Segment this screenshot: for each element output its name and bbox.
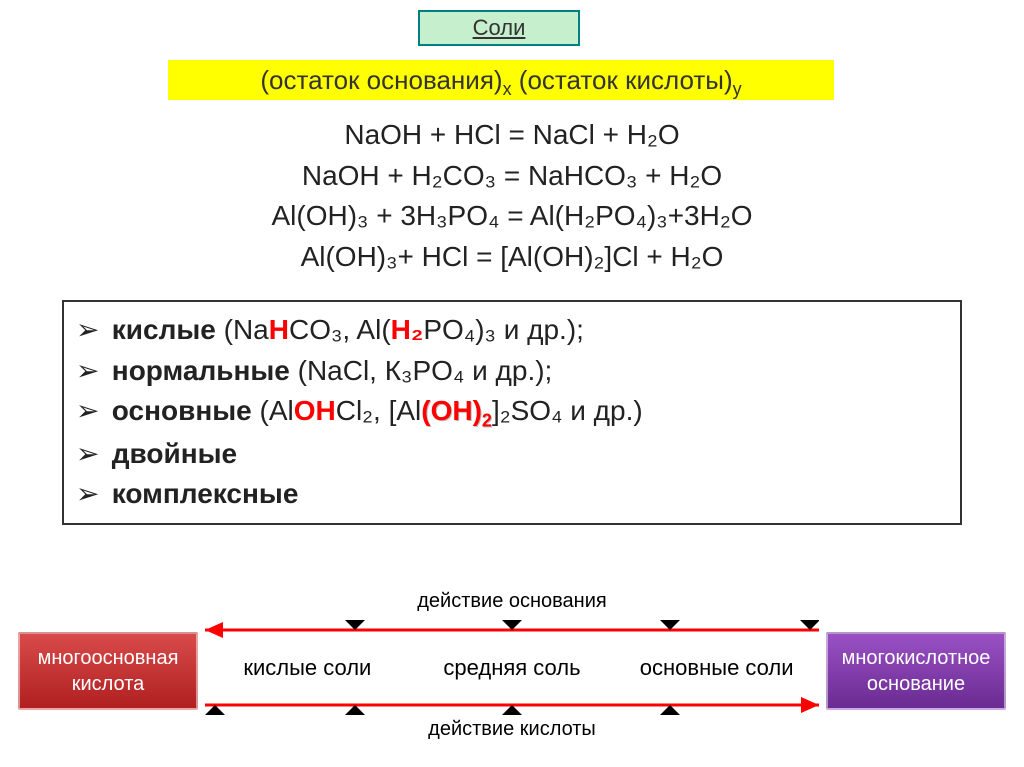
action-acid-label: действие кислоты xyxy=(205,718,819,741)
list3-hl1: OH xyxy=(294,395,336,426)
subtitle-part2: (остаток кислоты) xyxy=(519,65,733,95)
list-item-acidic: ➢ кислые (NaHCO₃, Al(H₂PO₄)₃ и др.); xyxy=(76,310,948,351)
list1-post: PO₄)₃ и др.); xyxy=(423,314,584,345)
bullet-icon: ➢ xyxy=(76,434,104,475)
subtitle-sub1: x xyxy=(503,79,512,99)
list2-detail: (NaCl, К₃PO₄ и др.); xyxy=(290,355,553,386)
list-item-double: ➢ двойные xyxy=(76,434,948,475)
right-box-polybase: многокислотное основание xyxy=(826,632,1006,710)
classification-list: ➢ кислые (NaHCO₃, Al(H₂PO₄)₃ и др.); ➢ н… xyxy=(62,300,962,525)
list-item-complex: ➢ комплексные xyxy=(76,474,948,515)
list3-mid2: ]₂SO₄ и др.) xyxy=(492,395,643,426)
list1-hl1: H xyxy=(269,314,289,345)
subtitle-gap xyxy=(512,65,519,95)
mid-label-1: кислые соли xyxy=(205,655,410,681)
list-label-2: нормальные xyxy=(112,355,290,386)
list1-hl2: H₂ xyxy=(391,314,424,345)
mid-label-3: основные соли xyxy=(614,655,819,681)
bullet-icon: ➢ xyxy=(76,310,104,351)
bullet-icon: ➢ xyxy=(76,351,104,392)
list1-mid1: CO₃, Al( xyxy=(289,314,391,345)
bottom-diagram: многоосновная кислота многокислотное осн… xyxy=(0,590,1024,750)
bullet-icon: ➢ xyxy=(76,474,104,515)
equation-1: NaOH + HCl = NaCl + H₂O xyxy=(0,115,1024,156)
list3-mid1: Cl₂, [Al xyxy=(336,395,422,426)
subtitle-box: (остаток основания)x (остаток кислоты)y xyxy=(168,60,834,100)
right-box-text: многокислотное основание xyxy=(828,645,1004,697)
subtitle-sub2: y xyxy=(733,79,742,99)
title-text: Соли xyxy=(473,15,526,40)
mid-label-2: средняя соль xyxy=(410,655,615,681)
list3-hl2sub: 2 xyxy=(482,411,492,431)
subtitle-part1: (остаток основания) xyxy=(260,65,502,95)
list-label-1: кислые xyxy=(112,314,216,345)
list-label-4: двойные xyxy=(112,438,237,469)
list3-pre: (Al xyxy=(252,395,294,426)
left-box-polyacid: многоосновная кислота xyxy=(18,632,198,710)
list-label-3: основные xyxy=(112,395,252,426)
bullet-icon: ➢ xyxy=(76,391,104,432)
equation-2: NaOH + H₂CO₃ = NaHCO₃ + H₂O xyxy=(0,156,1024,197)
list-item-basic: ➢ основные (AlOHCl₂, [Al(OH)2]₂SO₄ и др.… xyxy=(76,391,948,434)
equation-3: Al(OH)₃ + 3H₃PO₄ = Al(H₂PO₄)₃+3H₂O xyxy=(0,196,1024,237)
equations-block: NaOH + HCl = NaCl + H₂O NaOH + H₂CO₃ = N… xyxy=(0,115,1024,277)
list-item-normal: ➢ нормальные (NaCl, К₃PO₄ и др.); xyxy=(76,351,948,392)
left-box-text: многоосновная кислота xyxy=(20,645,196,697)
title-box: Соли xyxy=(418,10,580,46)
list1-pre: (Na xyxy=(216,314,269,345)
salt-type-labels: кислые соли средняя соль основные соли xyxy=(205,655,819,681)
list3-hl2: (OH) xyxy=(421,395,482,426)
equation-4: Al(OH)₃+ HCl = [Al(OH)₂]Cl + H₂O xyxy=(0,237,1024,278)
list-label-5: комплексные xyxy=(112,478,299,509)
arrow-diagram: действие основания кислые соли средняя с… xyxy=(205,590,819,750)
